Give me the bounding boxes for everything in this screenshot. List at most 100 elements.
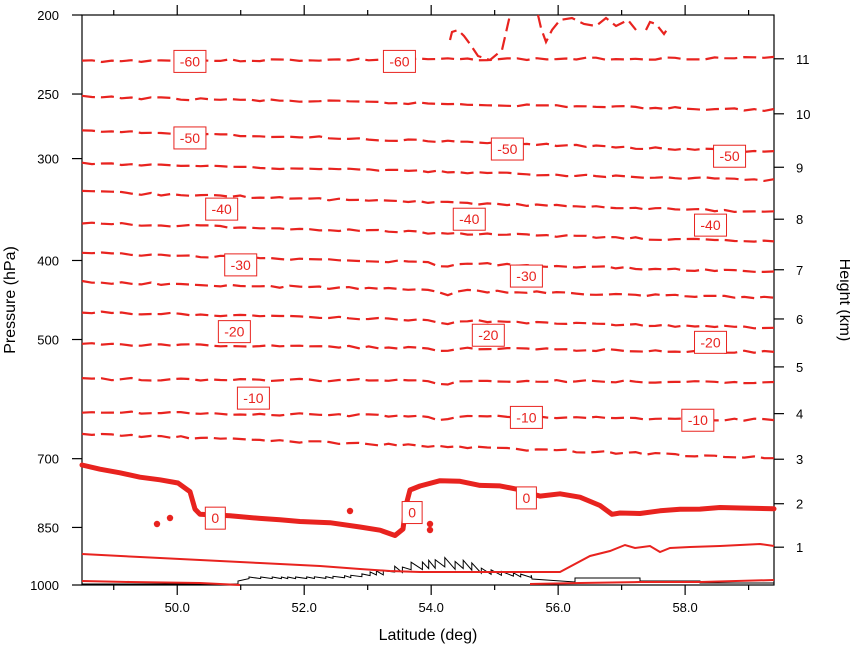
plot-area: -60 -60 -50 -50 -50 -40 -40 -40 -30 -30 -20 -20 -20 -…	[79, 14, 777, 586]
pressure-tick-label: 700	[37, 452, 59, 467]
isotherm-line	[81, 410, 775, 422]
contour-label-text: -40	[700, 217, 720, 233]
contour-label: -50	[173, 126, 207, 150]
x-tick-label: 54.0	[419, 600, 444, 615]
height-tick-label: 6	[796, 312, 803, 327]
contour-solid-line	[529, 579, 775, 585]
pressure-axis: 200 250 300 400 500 700 850 1000	[30, 8, 82, 593]
freezing-contour-blob	[426, 520, 434, 528]
contour-label: -40	[452, 207, 486, 231]
contour-label-box	[490, 137, 524, 161]
contour-label: -60	[382, 49, 416, 73]
contour-label-text: -60	[180, 53, 200, 69]
contour-label: -10	[236, 386, 270, 410]
contour-label-text: -50	[719, 148, 739, 164]
height-axis: 1 2 3 4 5 6 7 8 9 10 11	[774, 52, 810, 555]
contour-label-box	[236, 386, 270, 410]
pressure-tick-label: 250	[37, 87, 59, 102]
isotherm-line	[81, 279, 775, 300]
contour-label-box	[694, 330, 728, 354]
height-tick-label: 7	[796, 263, 803, 278]
x-axis-title: Latitude (deg)	[379, 627, 478, 644]
isotherm-line	[645, 20, 669, 36]
pressure-tick-label: 850	[37, 520, 59, 535]
contour-label-box	[694, 213, 728, 237]
height-tick-label: 8	[796, 212, 803, 227]
height-tick-label: 9	[796, 160, 803, 175]
contour-label-box	[382, 49, 416, 73]
isotherm-line	[81, 161, 775, 183]
contour-label-text: -50	[497, 141, 517, 157]
left-axis-title: Pressure (hPa)	[2, 246, 19, 354]
contour-label-box	[173, 126, 207, 150]
contour-label-text: -50	[180, 130, 200, 146]
contour-label: -20	[694, 330, 728, 354]
terrain-outline	[82, 556, 774, 585]
contour-label: -10	[681, 408, 715, 432]
plot-frame	[81, 14, 775, 586]
contour-labels: -60 -60 -50 -50 -50 -40 -40 -40 -30 -30 -20 -20 -20 -…	[173, 49, 747, 530]
height-tick-label: 1	[796, 540, 803, 555]
contour-label-box	[681, 408, 715, 432]
contour-label-text: -40	[459, 211, 479, 227]
height-tick-label: 2	[796, 497, 803, 512]
freezing-level-contour	[79, 462, 777, 586]
contour-label-box	[224, 253, 258, 277]
contour-label: -50	[713, 144, 747, 168]
isotherm-line	[81, 342, 775, 354]
contour-label-box	[509, 405, 543, 429]
contour-label-box	[173, 49, 207, 73]
contour-label-text: 0	[523, 490, 531, 506]
contour-label-text: 0	[211, 510, 219, 526]
contour-label: -50	[490, 137, 524, 161]
contour-label-text: -30	[516, 268, 536, 284]
contour-label: -10	[509, 405, 543, 429]
pressure-tick-label: 400	[37, 253, 59, 268]
contour-label: -30	[224, 253, 258, 277]
height-tick-label: 5	[796, 360, 803, 375]
height-tick-label: 3	[796, 452, 803, 467]
contour-label: -30	[509, 264, 543, 288]
isotherm-line	[81, 310, 775, 330]
contour-solid-line	[81, 580, 241, 586]
freezing-contour-blob	[166, 514, 174, 522]
contour-label-box	[205, 197, 239, 221]
contour-label-text: -20	[478, 327, 498, 343]
contour-label-box	[713, 144, 747, 168]
height-tick-label: 11	[796, 52, 810, 67]
contour-label-box	[204, 506, 226, 530]
contour-label: -60	[173, 49, 207, 73]
x-axis: 50.0 52.0 54.0 56.0 58.0	[113, 5, 750, 615]
contour-label-box	[217, 320, 251, 344]
pressure-tick-label: 300	[37, 152, 59, 167]
contour-label-text: -10	[688, 412, 708, 428]
contour-label-box	[509, 264, 543, 288]
pressure-tick-label: 200	[37, 8, 59, 23]
contour-label-text: -60	[389, 53, 409, 69]
contour-label-text: -20	[224, 324, 244, 340]
isotherm-line	[81, 432, 775, 460]
contour-label-box	[452, 207, 486, 231]
contour-label-text: 0	[408, 505, 416, 521]
pressure-tick-label: 1000	[30, 578, 59, 593]
isotherm-line	[81, 251, 775, 274]
contour-label: -20	[471, 323, 505, 347]
isotherm-line	[448, 14, 512, 62]
isotherm-line	[81, 376, 775, 386]
contour-label-text: -10	[516, 409, 536, 425]
pressure-tick-label: 500	[37, 333, 59, 348]
freezing-contour-blob	[153, 520, 161, 528]
contour-label-box	[401, 501, 423, 525]
contour-label-box	[471, 323, 505, 347]
contour-label-text: -20	[700, 334, 720, 350]
contour-label: 0	[204, 506, 226, 530]
terrain-line	[82, 556, 774, 585]
isotherm-line	[536, 14, 637, 45]
height-tick-label: 4	[796, 407, 803, 422]
contour-label-text: -10	[243, 390, 263, 406]
contour-label-text: -30	[231, 257, 251, 273]
freezing-contour-line	[79, 462, 777, 538]
contour-label: 0	[515, 486, 537, 510]
contour-label: -40	[205, 197, 239, 221]
